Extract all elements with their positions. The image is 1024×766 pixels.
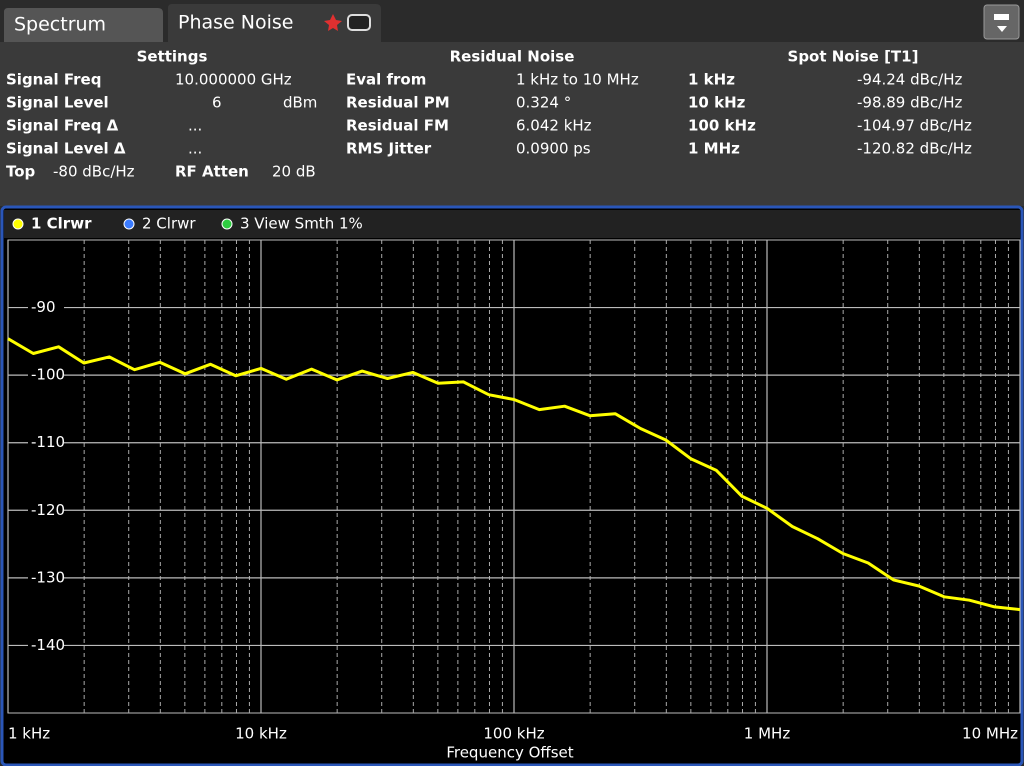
setting-value: -80 dBc/Hz [53, 163, 135, 181]
section-title: Residual Noise [450, 48, 575, 66]
legend-label: 3 View Smth 1% [240, 215, 363, 233]
menu-icon [994, 14, 1009, 32]
setting-label: RF Atten [175, 163, 249, 181]
residual-label: Residual FM [346, 117, 449, 135]
y-tick-label: -140 [31, 636, 65, 654]
spot-label: 100 kHz [688, 117, 756, 135]
setting-value: 6 [212, 94, 222, 112]
spot-label: 1 kHz [688, 71, 735, 89]
y-label-bg [28, 366, 64, 385]
setting-unit: dBm [283, 94, 317, 112]
setting-value: ... [188, 140, 202, 158]
setting-value: 10.000000 GHz [175, 71, 292, 89]
legend-bar [4, 210, 1020, 238]
trace [7, 337, 1021, 612]
spot-value: -94.24 dBc/Hz [857, 71, 963, 89]
setting-value: ... [188, 117, 202, 135]
x-tick-label: 10 kHz [235, 725, 287, 743]
residual-label: Eval from [346, 71, 426, 89]
setting-label: Signal Freq Δ [6, 117, 119, 135]
y-tick-label: -100 [31, 366, 65, 384]
y-tick-label: -120 [31, 501, 65, 519]
x-tick-label: 10 MHz [962, 725, 1018, 743]
section-title: Spot Noise [T1] [788, 48, 919, 66]
close-icon[interactable] [347, 14, 371, 31]
residual-value: 6.042 kHz [516, 117, 592, 135]
setting-label: Signal Freq [6, 71, 101, 89]
y-tick-label: -130 [31, 568, 65, 586]
legend-dot [221, 218, 233, 230]
tab[interactable] [4, 8, 163, 42]
residual-label: RMS Jitter [346, 140, 432, 158]
spot-value: -98.89 dBc/Hz [857, 94, 963, 112]
menu-button[interactable] [983, 4, 1020, 40]
residual-value: 0.0900 ps [516, 140, 591, 158]
setting-value: 20 dB [272, 163, 316, 181]
y-label-bg [28, 636, 64, 655]
y-tick-label: -90 [31, 298, 56, 316]
legend-label: 1 Clrwr [31, 215, 92, 233]
y-label-bg [28, 501, 64, 520]
legend-dot [123, 218, 135, 230]
spot-label: 1 MHz [688, 140, 740, 158]
residual-value: 1 kHz to 10 MHz [516, 71, 639, 89]
legend-dot [12, 218, 24, 230]
setting-label: Signal Level Δ [6, 140, 126, 158]
x-axis-label: Frequency Offset [446, 744, 573, 762]
spot-label: 10 kHz [688, 94, 746, 112]
tab-label: Spectrum [14, 14, 106, 36]
tab-label: Phase Noise [178, 12, 293, 34]
section-title: Settings [137, 48, 208, 66]
x-tick-label: 1 MHz [744, 725, 791, 743]
spot-value: -104.97 dBc/Hz [857, 117, 972, 135]
header-panel [0, 42, 1024, 206]
residual-value: 0.324 ° [516, 94, 571, 112]
legend-label: 2 Clrwr [142, 215, 196, 233]
x-tick-label: 100 kHz [483, 725, 544, 743]
spot-value: -120.82 dBc/Hz [857, 140, 972, 158]
tab-active[interactable] [168, 4, 381, 42]
x-tick-label: 1 kHz [8, 725, 50, 743]
pin-icon [324, 14, 342, 31]
setting-label: Top [6, 163, 36, 181]
y-tick-label: -110 [31, 433, 65, 451]
y-label-bg [28, 568, 64, 587]
y-label-bg [28, 298, 64, 317]
setting-label: Signal Level [6, 94, 109, 112]
y-label-bg [28, 433, 64, 452]
residual-label: Residual PM [346, 94, 450, 112]
